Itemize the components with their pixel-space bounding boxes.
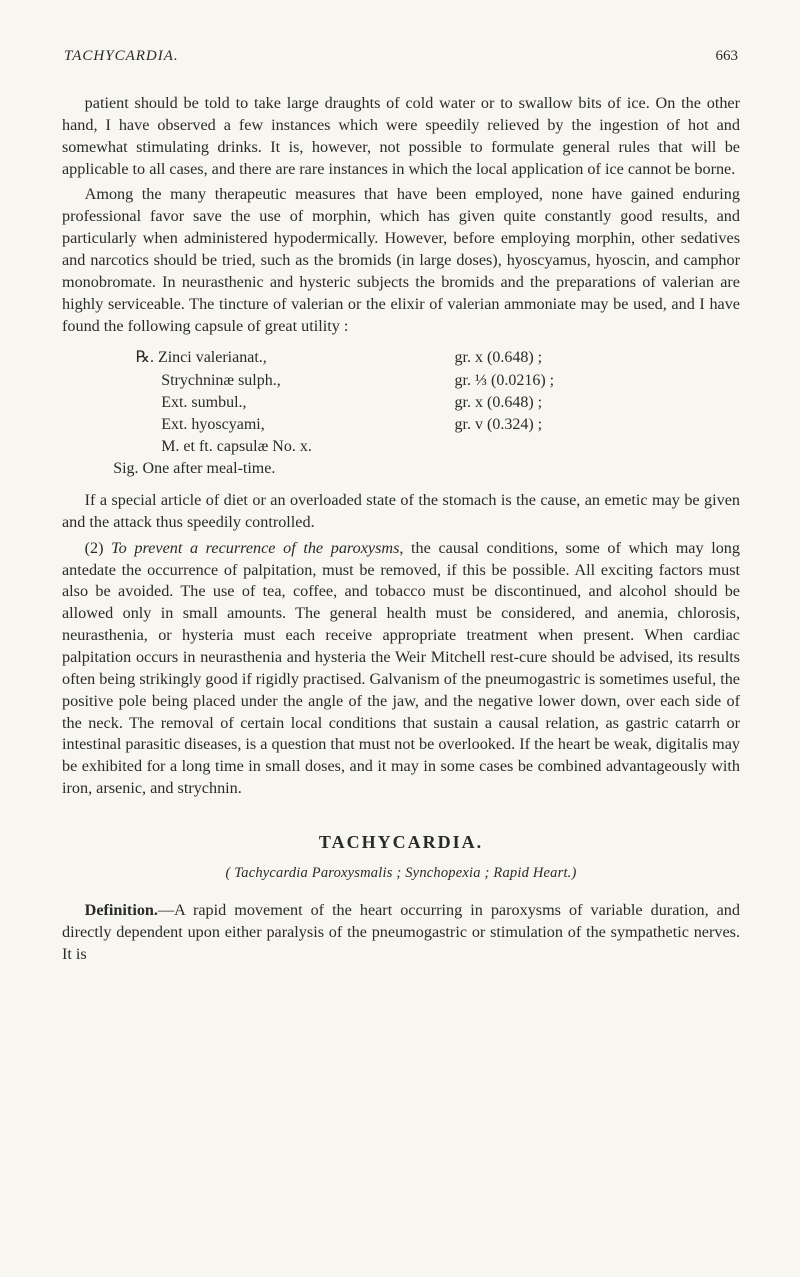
- page-number: 663: [716, 48, 739, 65]
- rx-row: Ext. sumbul., gr. x (0.648) ;: [62, 392, 740, 414]
- rx-left: M. et ft. capsulæ No. x.: [62, 436, 415, 458]
- rx-row: Ext. hyoscyami, gr. v (0.324) ;: [62, 414, 740, 436]
- p4-rest: , the causal conditions, some of which m…: [62, 539, 740, 797]
- rx-row: M. et ft. capsulæ No. x.: [62, 436, 740, 458]
- paragraph-3: If a special article of diet or an overl…: [62, 490, 740, 534]
- rx-left: ℞. Zinci valerianat.,: [62, 347, 415, 369]
- rx-right: gr. v (0.324) ;: [415, 414, 740, 436]
- definition-paragraph: Definition.—A rapid movement of the hear…: [62, 900, 740, 966]
- rx-left: Strychninæ sulph.,: [62, 370, 415, 392]
- section-subtitle: ( Tachycardia Paroxysmalis ; Synchopexia…: [62, 865, 740, 882]
- page: TACHYCARDIA. 663 patient should be told …: [0, 0, 800, 1030]
- rx-right: [415, 436, 740, 458]
- rx-left: Ext. hyoscyami,: [62, 414, 415, 436]
- rx-right: gr. x (0.648) ;: [415, 392, 740, 414]
- definition-text: —A rapid movement of the heart occurring…: [62, 901, 740, 963]
- rx-row: Strychninæ sulph., gr. ⅓ (0.0216) ;: [62, 370, 740, 392]
- running-title: TACHYCARDIA.: [64, 48, 179, 65]
- paragraph-1: patient should be told to take large dra…: [62, 93, 740, 180]
- rx-row: ℞. Zinci valerianat., gr. x (0.648) ;: [62, 347, 740, 369]
- section-heading: TACHYCARDIA.: [62, 832, 740, 853]
- paragraph-4: (2) To prevent a recurrence of the parox…: [62, 538, 740, 800]
- p4-lead: (2): [85, 539, 112, 557]
- paragraph-2: Among the many therapeutic measures that…: [62, 184, 740, 337]
- rx-right: gr. ⅓ (0.0216) ;: [415, 370, 740, 392]
- definition-runin: Definition.: [85, 901, 158, 919]
- p4-italic: To prevent a recurrence of the paroxysms: [111, 539, 399, 557]
- prescription-block: ℞. Zinci valerianat., gr. x (0.648) ; St…: [62, 347, 740, 479]
- rx-left: Ext. sumbul.,: [62, 392, 415, 414]
- rx-sig: Sig. One after meal-time.: [62, 458, 740, 480]
- running-head: TACHYCARDIA. 663: [62, 48, 740, 65]
- rx-right: gr. x (0.648) ;: [415, 347, 740, 369]
